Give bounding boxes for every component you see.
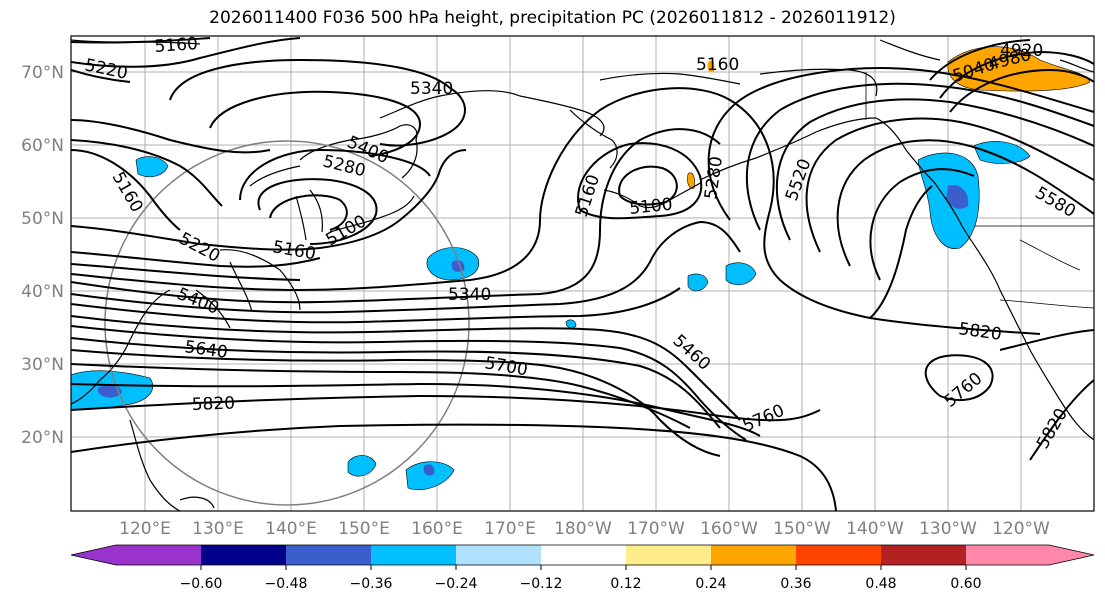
colorbar-tick-label: 0.60 xyxy=(950,576,981,592)
colorbar-tick-label: 0.12 xyxy=(610,576,641,592)
lon-label: 140°W xyxy=(846,519,904,539)
lat-label: 70°N xyxy=(21,63,64,83)
contour-label: 5160 xyxy=(154,34,199,57)
colorbar-tick-label: −0.24 xyxy=(435,576,478,592)
lat-label: 20°N xyxy=(21,428,64,448)
lon-label: 160°E xyxy=(411,519,463,539)
lat-label: 30°N xyxy=(21,355,64,375)
colorbar-segment xyxy=(626,545,712,565)
map-title: 2026011400 F036 500 hPa height, precipit… xyxy=(209,8,896,28)
lon-label: 130°W xyxy=(919,519,977,539)
colorbar-extend-high xyxy=(1049,545,1094,565)
colorbar-tick-label: −0.48 xyxy=(265,576,308,592)
lon-label: 150°E xyxy=(338,519,390,539)
colorbar-tick-label: −0.60 xyxy=(180,576,223,592)
colorbar-segment xyxy=(881,545,967,565)
colorbar-segment xyxy=(711,545,797,565)
colorbar-tick-label: −0.12 xyxy=(520,576,563,592)
contour-label: 5820 xyxy=(191,393,235,414)
colorbar-segment xyxy=(796,545,882,565)
gridlines xyxy=(71,36,1094,511)
longitude-labels: 120°E 130°E 140°E 150°E 160°E 170°E 180°… xyxy=(119,519,1050,539)
lat-label: 50°N xyxy=(21,209,64,229)
colorbar-segment xyxy=(371,545,457,565)
lat-label: 40°N xyxy=(21,282,64,302)
precipitation-shading xyxy=(71,46,1091,490)
lon-label: 120°W xyxy=(992,519,1050,539)
colorbar: −0.60 −0.48 −0.36 −0.24 −0.12 0.12 0.24 … xyxy=(70,544,1095,592)
lon-label: 150°W xyxy=(773,519,831,539)
height-contours xyxy=(71,37,1094,511)
region-circle xyxy=(104,140,470,506)
colorbar-segment xyxy=(201,545,287,565)
contour-label: 4920 xyxy=(1000,41,1043,61)
colorbar-extend-low xyxy=(71,545,116,565)
contour-label: 5100 xyxy=(628,195,673,219)
contour-label: 5340 xyxy=(410,79,453,99)
colorbar-tick-label: −0.36 xyxy=(350,576,393,592)
colorbar-tick-label: 0.24 xyxy=(695,576,726,592)
political-borders xyxy=(865,72,1094,309)
lon-label: 170°E xyxy=(484,519,536,539)
lon-label: 180°W xyxy=(554,519,612,539)
colorbar-segment xyxy=(116,545,202,565)
colorbar-segment xyxy=(456,545,542,565)
lat-label: 60°N xyxy=(21,136,64,156)
contour-label: 5340 xyxy=(448,285,491,305)
colorbar-tick-label: 0.36 xyxy=(780,576,811,592)
map-frame xyxy=(70,35,1095,512)
colorbar-ticks xyxy=(200,565,967,570)
colorbar-segment xyxy=(541,545,627,565)
colorbar-segment xyxy=(286,545,372,565)
contour-label: 5160 xyxy=(696,55,739,75)
lon-label: 170°W xyxy=(627,519,685,539)
lon-label: 130°E xyxy=(192,519,244,539)
latitude-labels: 70°N 60°N 50°N 40°N 30°N 20°N xyxy=(21,63,64,448)
lon-label: 140°E xyxy=(265,519,317,539)
lon-label: 160°W xyxy=(700,519,758,539)
colorbar-tick-label: 0.48 xyxy=(865,576,896,592)
lon-label: 120°E xyxy=(119,519,171,539)
colorbar-segment xyxy=(966,545,1049,565)
